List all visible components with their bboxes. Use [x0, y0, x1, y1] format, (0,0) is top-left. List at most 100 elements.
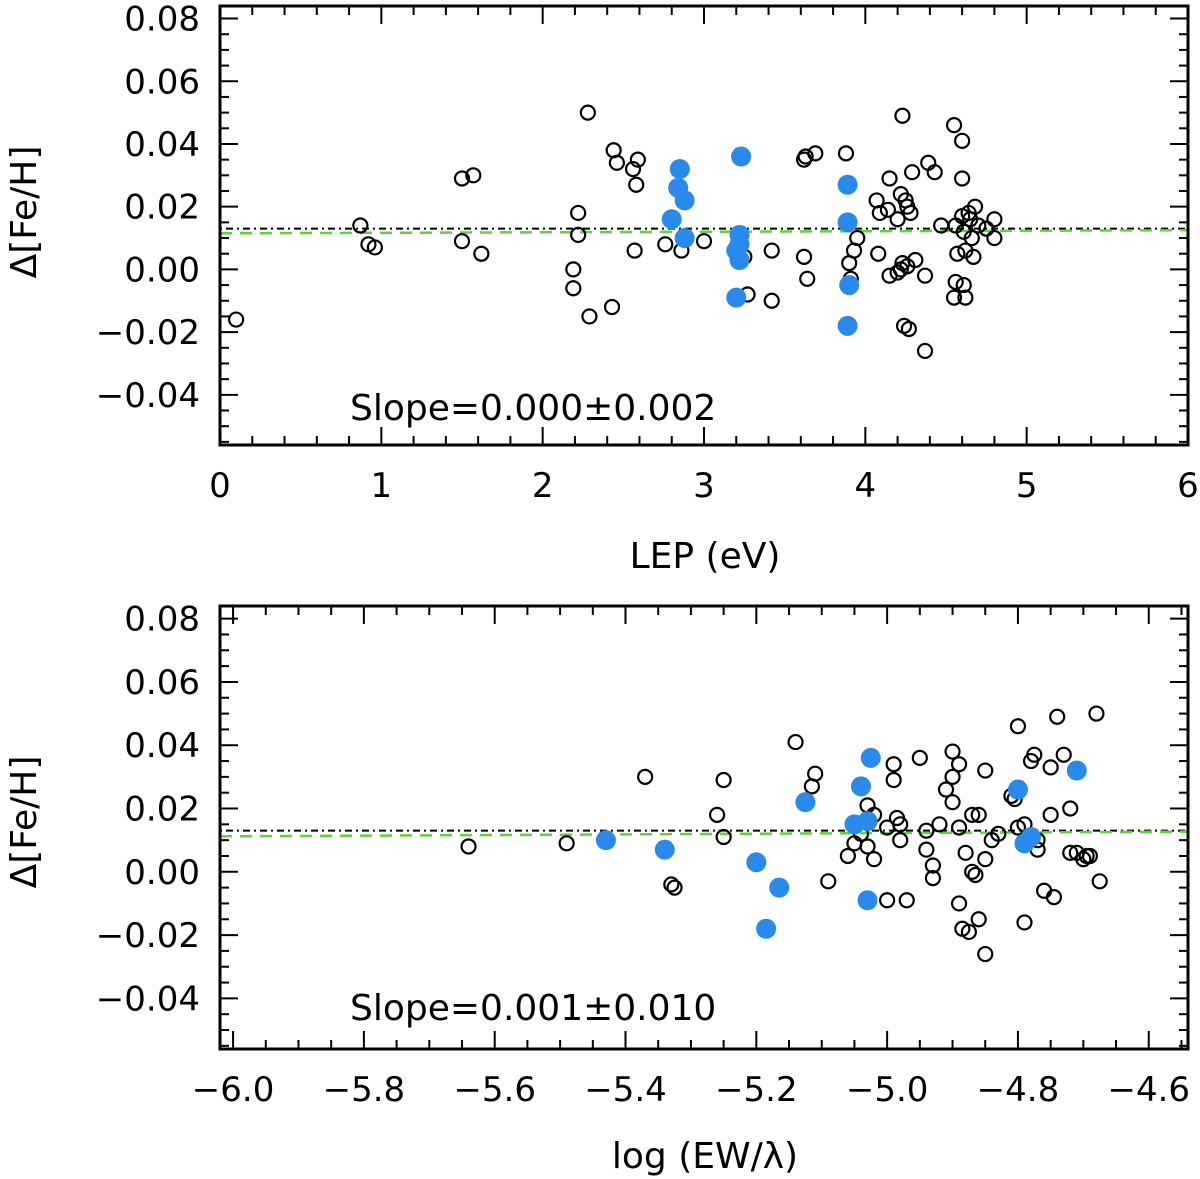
open-point-lep — [871, 204, 888, 222]
plot-frame-ew — [218, 604, 1190, 1051]
open-point-ew — [937, 781, 955, 798]
open-point-ew — [715, 771, 732, 789]
open-point-lep — [603, 298, 621, 316]
open-point-lep — [904, 164, 921, 181]
points-ew — [460, 705, 1108, 963]
x-tick-label-ew: −5.2 — [715, 1070, 798, 1110]
open-point-lep — [879, 201, 897, 218]
filled-point-ew — [654, 839, 675, 860]
open-point-lep — [954, 170, 971, 187]
filled-point-lep — [837, 212, 858, 233]
y-tick-label-lep: 0.06 — [124, 62, 200, 102]
filled-point-ew — [756, 918, 777, 939]
open-point-lep — [570, 204, 587, 222]
open-point-lep — [945, 289, 963, 306]
filled-point-lep — [674, 228, 695, 249]
open-point-ew — [977, 851, 994, 868]
filled-point-ew — [860, 747, 881, 768]
points-lep — [228, 104, 1003, 360]
open-point-lep — [849, 229, 866, 247]
open-point-ew — [885, 771, 902, 789]
open-point-ew — [1062, 844, 1079, 861]
filled-point-ew — [857, 890, 878, 911]
open-point-ew — [1081, 847, 1098, 865]
open-point-lep — [352, 217, 369, 234]
open-point-ew — [892, 832, 909, 849]
open-point-ew — [944, 743, 961, 760]
open-point-ew — [977, 762, 994, 779]
filled-point-ew — [746, 852, 767, 873]
x-tick-label-lep: 1 — [371, 466, 393, 506]
y-tick-label-ew: 0.04 — [124, 726, 200, 766]
slope-annotation-lep: Slope=0.000±0.002 — [350, 388, 716, 429]
open-point-lep — [900, 320, 917, 338]
x-tick-label-ew: −5.0 — [846, 1070, 929, 1110]
ticks-lep — [219, 6, 1189, 445]
filled-point-lep — [837, 174, 858, 195]
open-point-lep — [453, 170, 471, 187]
open-point-lep — [894, 107, 911, 124]
open-point-lep — [963, 229, 980, 247]
open-point-ew — [911, 749, 928, 766]
open-point-ew — [637, 768, 654, 785]
open-point-lep — [957, 289, 974, 306]
open-point-ew — [970, 806, 987, 823]
open-point-ew — [460, 838, 477, 855]
open-point-lep — [657, 236, 674, 253]
open-point-lep — [763, 242, 780, 259]
filled-point-ew — [1066, 760, 1087, 781]
open-point-ew — [950, 895, 968, 912]
open-point-lep — [978, 220, 995, 237]
open-point-ew — [944, 794, 961, 811]
plot-frame-lep — [218, 4, 1190, 447]
open-point-ew — [859, 838, 876, 855]
open-point-lep — [629, 151, 646, 168]
y-tick-label-ew: 0.02 — [124, 790, 200, 830]
open-point-ew — [885, 756, 902, 773]
open-point-ew — [960, 923, 977, 941]
open-point-ew — [1026, 746, 1043, 763]
open-point-lep — [565, 280, 582, 297]
open-point-lep — [695, 233, 713, 250]
open-point-lep — [795, 248, 813, 265]
y-tick-label-ew: −0.04 — [96, 979, 200, 1019]
open-point-lep — [970, 217, 987, 234]
y-tick-label-ew: 0.00 — [124, 853, 200, 893]
y-tick-label-ew: −0.02 — [96, 916, 200, 956]
filled-point-ew — [850, 776, 871, 797]
open-point-ew — [1042, 806, 1059, 823]
open-point-ew — [918, 822, 935, 839]
open-point-lep — [570, 226, 587, 244]
open-point-lep — [579, 104, 596, 121]
open-point-lep — [624, 160, 642, 178]
x-tick-label-ew: −4.8 — [977, 1070, 1060, 1110]
open-point-ew — [879, 892, 896, 909]
open-point-lep — [763, 292, 780, 309]
filled-point-lep — [661, 209, 682, 230]
x-axis-label-lep: LEP (eV) — [630, 536, 781, 577]
open-point-ew — [1062, 800, 1079, 817]
filled-point-lep — [839, 275, 860, 296]
x-tick-label-lep: 0 — [209, 466, 231, 506]
open-point-ew — [931, 816, 948, 833]
open-point-lep — [565, 261, 582, 278]
open-point-ew — [967, 866, 984, 884]
ticks-ew — [220, 606, 1188, 1049]
x-tick-label-ew: −5.8 — [323, 1070, 406, 1110]
open-point-ew — [950, 756, 968, 773]
y-tick-label-ew: 0.06 — [124, 663, 200, 703]
x-tick-label-ew: −6.0 — [192, 1070, 275, 1110]
y-tick-label-lep: 0.02 — [124, 188, 200, 228]
x-axis-label-ew: log (EW/λ) — [612, 1136, 798, 1177]
y-tick-label-lep: −0.04 — [96, 376, 200, 416]
tick-labels-ew: −6.0 −5.8 −5.6 −5.4 −5.2 −5.0 −4.8 −4.6 −0.04 −0.… — [96, 600, 1190, 1110]
filled-point-ew — [1021, 826, 1042, 847]
open-point-ew — [918, 841, 935, 858]
x-tick-label-lep: 3 — [693, 466, 715, 506]
open-point-ew — [1091, 873, 1108, 890]
open-point-lep — [954, 132, 971, 149]
open-point-lep — [473, 245, 490, 262]
open-point-lep — [902, 204, 919, 222]
open-point-lep — [965, 248, 982, 265]
open-point-ew — [865, 851, 883, 868]
